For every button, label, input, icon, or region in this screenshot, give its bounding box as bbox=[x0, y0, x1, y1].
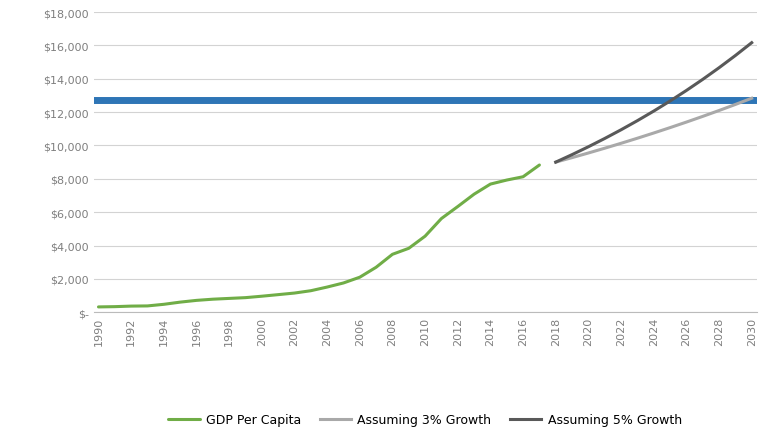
GDP Per Capita bbox=[420, 234, 430, 239]
GDP Per Capita bbox=[143, 304, 152, 309]
Assuming 3% Growth bbox=[731, 102, 740, 108]
GDP Per Capita bbox=[535, 163, 544, 168]
Assuming 3% Growth bbox=[698, 115, 707, 120]
GDP Per Capita bbox=[94, 305, 103, 310]
GDP Per Capita bbox=[225, 296, 234, 301]
GDP Per Capita bbox=[355, 275, 364, 280]
GDP Per Capita bbox=[502, 178, 512, 183]
GDP Per Capita bbox=[110, 304, 119, 309]
Assuming 5% Growth bbox=[633, 119, 642, 124]
Line: Assuming 5% Growth: Assuming 5% Growth bbox=[555, 43, 752, 163]
GDP Per Capita bbox=[126, 304, 136, 309]
GDP Per Capita bbox=[371, 265, 381, 270]
Assuming 3% Growth bbox=[616, 141, 626, 147]
Assuming 5% Growth bbox=[665, 99, 675, 105]
Legend: GDP Per Capita, Assuming 3% Growth, Assuming 5% Growth: GDP Per Capita, Assuming 3% Growth, Assu… bbox=[164, 408, 686, 431]
Assuming 3% Growth bbox=[649, 131, 658, 136]
GDP Per Capita bbox=[322, 285, 332, 290]
Assuming 5% Growth bbox=[567, 153, 576, 158]
Assuming 3% Growth bbox=[551, 160, 560, 165]
GDP Per Capita bbox=[470, 192, 479, 197]
Assuming 3% Growth bbox=[633, 136, 642, 141]
Assuming 3% Growth bbox=[682, 120, 691, 125]
GDP Per Capita bbox=[241, 296, 250, 301]
Assuming 3% Growth bbox=[747, 96, 757, 102]
GDP Per Capita bbox=[274, 293, 283, 298]
GDP Per Capita bbox=[192, 298, 201, 303]
Assuming 5% Growth bbox=[583, 145, 593, 150]
GDP Per Capita bbox=[486, 182, 495, 187]
Assuming 3% Growth bbox=[583, 151, 593, 156]
GDP Per Capita bbox=[437, 217, 446, 222]
Assuming 3% Growth bbox=[600, 146, 609, 151]
Assuming 3% Growth bbox=[665, 126, 675, 131]
Assuming 5% Growth bbox=[714, 66, 724, 71]
Assuming 3% Growth bbox=[714, 108, 724, 114]
GDP Per Capita bbox=[306, 289, 315, 294]
Assuming 5% Growth bbox=[600, 137, 609, 142]
GDP Per Capita bbox=[453, 204, 463, 210]
Line: GDP Per Capita: GDP Per Capita bbox=[98, 166, 540, 307]
GDP Per Capita bbox=[176, 300, 185, 305]
Assuming 5% Growth bbox=[747, 41, 757, 46]
Assuming 5% Growth bbox=[551, 160, 560, 165]
GDP Per Capita bbox=[339, 281, 348, 286]
GDP Per Capita bbox=[257, 294, 267, 299]
GDP Per Capita bbox=[388, 252, 397, 257]
Assuming 5% Growth bbox=[698, 78, 707, 83]
GDP Per Capita bbox=[208, 297, 218, 302]
Assuming 5% Growth bbox=[682, 89, 691, 94]
Assuming 5% Growth bbox=[616, 128, 626, 133]
GDP Per Capita bbox=[159, 302, 168, 307]
Assuming 5% Growth bbox=[731, 54, 740, 59]
GDP Per Capita bbox=[519, 175, 528, 180]
Assuming 5% Growth bbox=[649, 109, 658, 115]
Assuming 3% Growth bbox=[567, 156, 576, 161]
GDP Per Capita bbox=[290, 291, 300, 296]
Line: Assuming 3% Growth: Assuming 3% Growth bbox=[555, 99, 752, 163]
GDP Per Capita bbox=[404, 246, 413, 251]
